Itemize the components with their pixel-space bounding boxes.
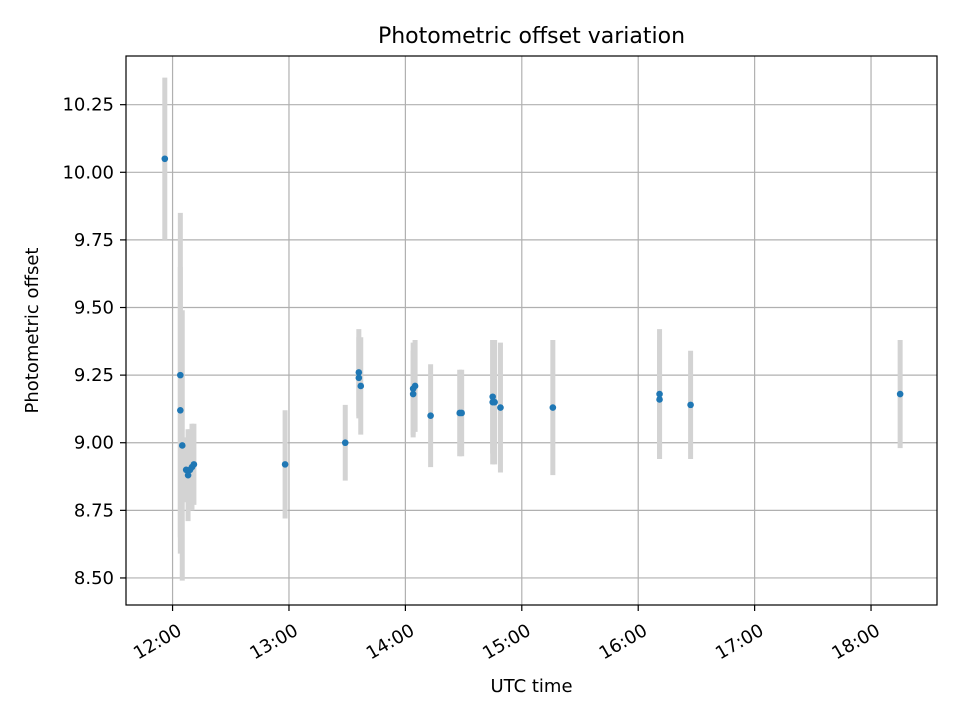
data-point <box>497 404 504 411</box>
chart-title: Photometric offset variation <box>378 24 685 49</box>
x-axis-label: UTC time <box>490 676 572 697</box>
data-point <box>177 371 184 379</box>
data-point <box>896 390 904 398</box>
data-point <box>656 390 663 398</box>
y-tick-label: 8.75 <box>74 500 114 521</box>
data-point <box>341 439 349 447</box>
data-point <box>427 412 434 419</box>
y-tick-label: 8.50 <box>74 568 114 589</box>
data-point <box>357 382 365 390</box>
y-tick-label: 9.25 <box>74 365 114 386</box>
y-tick-label: 10.00 <box>62 162 114 183</box>
data-point <box>161 155 169 163</box>
data-point <box>411 382 419 390</box>
data-point <box>178 442 186 449</box>
plot-frame <box>125 55 938 606</box>
y-tick-label: 9.00 <box>74 433 114 454</box>
y-tick-label: 9.75 <box>74 230 114 251</box>
data-point <box>409 390 417 398</box>
data-point <box>355 369 363 376</box>
grid-lines <box>126 56 937 605</box>
y-tick-label: 10.25 <box>62 95 114 116</box>
data-point <box>177 406 184 414</box>
y-axis-label: Photometric offset <box>22 248 43 414</box>
data-point <box>489 393 496 401</box>
data-point <box>656 396 663 403</box>
data-point <box>549 404 557 411</box>
y-tick-label: 9.50 <box>74 298 114 319</box>
data-point <box>355 374 363 382</box>
data-point <box>458 409 465 417</box>
data-point <box>281 461 289 468</box>
data-point <box>184 471 192 479</box>
plot-area-background <box>126 56 937 605</box>
data-points <box>161 155 904 479</box>
data-point <box>687 401 694 409</box>
data-point <box>491 398 498 406</box>
data-point <box>190 461 198 468</box>
